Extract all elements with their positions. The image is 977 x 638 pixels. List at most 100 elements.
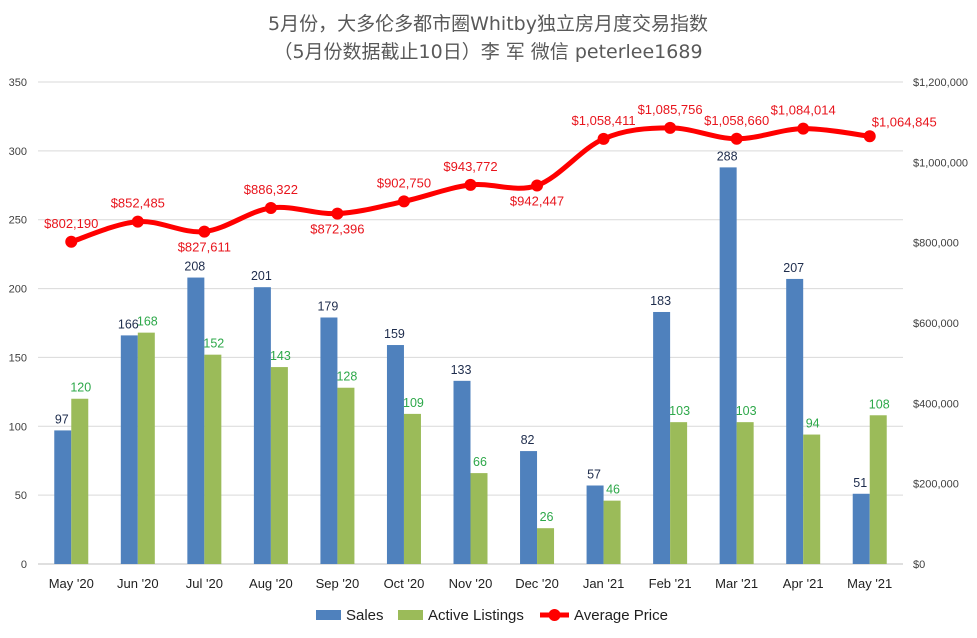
active-listings-bar xyxy=(470,473,488,564)
x-axis-tick-label: Oct '20 xyxy=(384,576,425,591)
average-price-data-label: $1,058,411 xyxy=(572,113,636,128)
sales-bar xyxy=(386,345,404,564)
average-price-marker xyxy=(797,122,810,135)
x-axis-tick-label: Feb '21 xyxy=(649,576,692,591)
active-listings-data-label: 128 xyxy=(336,370,357,384)
average-price-data-label: $902,750 xyxy=(377,175,431,190)
sales-data-label: 97 xyxy=(55,412,69,426)
active-listings-bar xyxy=(71,398,89,564)
right-axis-tick-label: $1,200,000 xyxy=(913,77,968,89)
left-axis-tick-label: 0 xyxy=(21,559,27,571)
average-price-data-label: $943,772 xyxy=(443,159,497,174)
x-axis-tick-label: Jun '20 xyxy=(117,576,159,591)
legend-sales-label: Sales xyxy=(346,607,384,624)
chart-subtitle: （5月份数据截止10日）李 军 微信 peterlee1689 xyxy=(273,41,702,63)
x-axis-tick-label: Dec '20 xyxy=(515,576,559,591)
sales-data-label: 57 xyxy=(587,468,601,482)
active-listings-bar xyxy=(337,387,355,564)
active-listings-bar xyxy=(137,332,155,564)
left-axis-tick-label: 50 xyxy=(15,490,27,502)
active-listings-data-label: 109 xyxy=(403,396,424,410)
average-price-marker xyxy=(730,132,743,145)
average-price-data-label: $852,485 xyxy=(111,196,165,211)
active-listings-data-label: 120 xyxy=(70,381,91,395)
average-price-marker xyxy=(531,179,544,192)
sales-data-label: 207 xyxy=(783,261,804,275)
left-axis-tick-label: 250 xyxy=(9,215,27,227)
active-listings-data-label: 103 xyxy=(669,404,690,418)
legend-active-listings-swatch xyxy=(398,610,423,620)
sales-data-label: 183 xyxy=(650,294,671,308)
bar-series xyxy=(54,167,887,564)
sales-bar xyxy=(120,335,138,564)
line-series xyxy=(65,121,876,248)
x-axis-tick-label: Nov '20 xyxy=(449,576,493,591)
sales-bar xyxy=(453,380,471,564)
legend-average-price-label: Average Price xyxy=(574,607,668,624)
left-axis-tick-label: 150 xyxy=(9,352,27,364)
legend: Sales Active Listings Average Price xyxy=(316,607,668,624)
x-axis-tick-label: May '21 xyxy=(847,576,892,591)
x-axis-tick-label: Jul '20 xyxy=(186,576,223,591)
average-price-marker xyxy=(597,132,610,145)
x-axis-ticks: May '20 Jun '20 Jul '20 Aug '20 Sep '20 Oct '… xyxy=(49,576,893,591)
active-listings-bar xyxy=(537,528,555,564)
average-price-marker xyxy=(131,215,144,228)
average-price-data-label: $1,085,756 xyxy=(638,102,703,117)
sales-data-label: 133 xyxy=(451,363,472,377)
average-price-data-label: $1,058,660 xyxy=(704,113,769,128)
average-price-marker xyxy=(65,235,78,248)
x-axis-tick-label: Jan '21 xyxy=(583,576,625,591)
sales-data-label: 51 xyxy=(853,476,867,490)
active-listings-bar xyxy=(270,367,288,564)
sales-bar xyxy=(253,287,271,564)
sales-bar xyxy=(54,430,72,564)
line-data-labels: $802,190 $852,485 $827,611 $886,322 $872,396… xyxy=(44,102,937,255)
average-price-data-label: $942,447 xyxy=(510,193,564,208)
sales-data-label: 179 xyxy=(317,299,338,313)
left-axis-tick-label: 100 xyxy=(9,421,27,433)
sales-bar xyxy=(653,311,671,564)
right-axis-tick-label: $600,000 xyxy=(913,318,959,330)
average-price-data-label: $1,064,845 xyxy=(872,114,937,129)
left-axis-tick-label: 350 xyxy=(9,77,27,89)
x-axis-tick-label: Sep '20 xyxy=(316,576,360,591)
average-price-marker xyxy=(264,201,277,214)
average-price-data-label: $886,322 xyxy=(244,182,298,197)
right-axis-tick-label: $200,000 xyxy=(913,479,959,491)
left-axis-tick-label: 200 xyxy=(9,284,27,296)
active-listings-data-label: 143 xyxy=(270,349,291,363)
active-listings-data-label: 46 xyxy=(606,483,620,497)
active-listings-data-label: 108 xyxy=(869,397,890,411)
average-price-data-label: $1,084,014 xyxy=(771,103,836,118)
average-price-marker xyxy=(198,225,211,238)
active-listings-bar xyxy=(736,422,754,564)
active-listings-bar xyxy=(603,500,621,564)
sales-bar xyxy=(187,277,205,564)
legend-average-price-marker xyxy=(548,609,561,621)
sales-data-label: 159 xyxy=(384,327,405,341)
average-price-marker xyxy=(464,178,477,191)
sales-bar xyxy=(852,493,870,564)
bar-data-labels: 97 166 208 201 179 159 133 82 57 183 288 207 51 120 16… xyxy=(55,149,890,524)
sales-bar xyxy=(786,278,804,564)
legend-active-listings-label: Active Listings xyxy=(428,607,524,624)
right-axis-ticks: $0 $200,000 $400,000 $600,000 $800,000 $1,000… xyxy=(913,77,968,571)
average-price-marker xyxy=(397,195,410,208)
active-listings-bar xyxy=(403,413,421,564)
x-axis-tick-label: Apr '21 xyxy=(783,576,824,591)
active-listings-data-label: 152 xyxy=(203,337,224,351)
active-listings-data-label: 94 xyxy=(806,417,820,431)
x-axis-tick-label: Mar '21 xyxy=(715,576,758,591)
average-price-data-label: $827,611 xyxy=(178,240,231,255)
average-price-marker xyxy=(863,130,876,143)
x-axis-tick-label: Aug '20 xyxy=(249,576,293,591)
right-axis-tick-label: $800,000 xyxy=(913,238,959,250)
legend-sales-swatch xyxy=(316,610,341,620)
sales-bar xyxy=(520,451,538,564)
average-price-data-label: $872,396 xyxy=(310,222,364,237)
active-listings-data-label: 168 xyxy=(137,315,158,329)
left-axis-ticks: 0 50 100 150 200 250 300 350 xyxy=(9,77,27,571)
active-listings-bar xyxy=(670,422,688,564)
